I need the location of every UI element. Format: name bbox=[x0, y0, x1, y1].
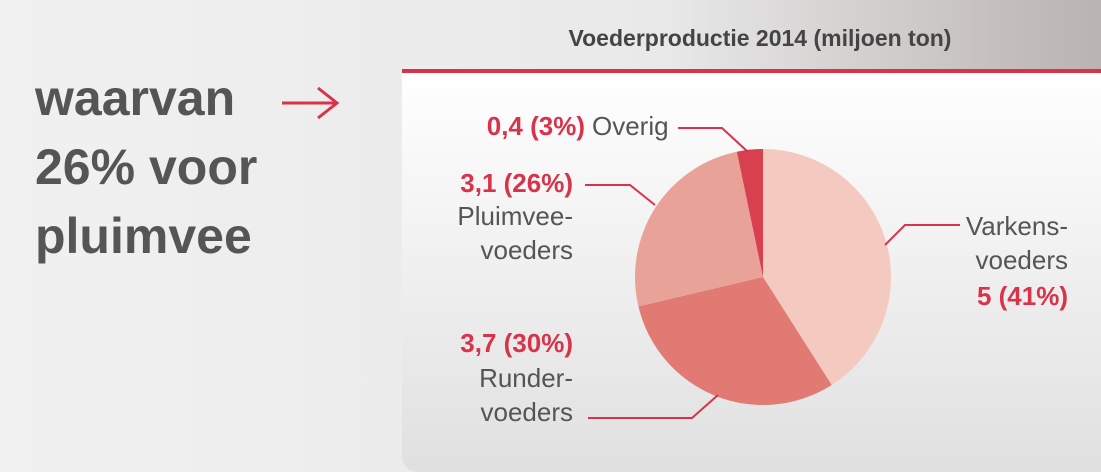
leader-line bbox=[678, 127, 749, 153]
pie-slice bbox=[736, 149, 763, 277]
slice-label: Runder-voeders bbox=[479, 363, 573, 427]
value-label: 3,7 (30%) bbox=[460, 328, 573, 358]
arrow bbox=[282, 86, 340, 120]
value-label: 0,4 (3%) bbox=[487, 111, 585, 141]
leader-line bbox=[588, 394, 719, 419]
leader-line bbox=[884, 224, 960, 246]
pie-slice bbox=[763, 149, 891, 386]
value-label: 5 (41%) bbox=[977, 281, 1068, 311]
slice-label: Varkens-voeders bbox=[966, 211, 1068, 275]
slice-label: Pluimvee-voeders bbox=[457, 201, 573, 265]
leader-line bbox=[585, 184, 656, 206]
value-label: 3,1 (26%) bbox=[460, 168, 573, 198]
pie-slice bbox=[638, 277, 832, 405]
annotation: waarvan 26% voor pluimvee bbox=[34, 70, 257, 264]
slice-label: Overig bbox=[592, 111, 669, 141]
pie-slice bbox=[635, 151, 763, 307]
chart-title: Voederproductie 2014 (miljoen ton) bbox=[569, 25, 952, 51]
